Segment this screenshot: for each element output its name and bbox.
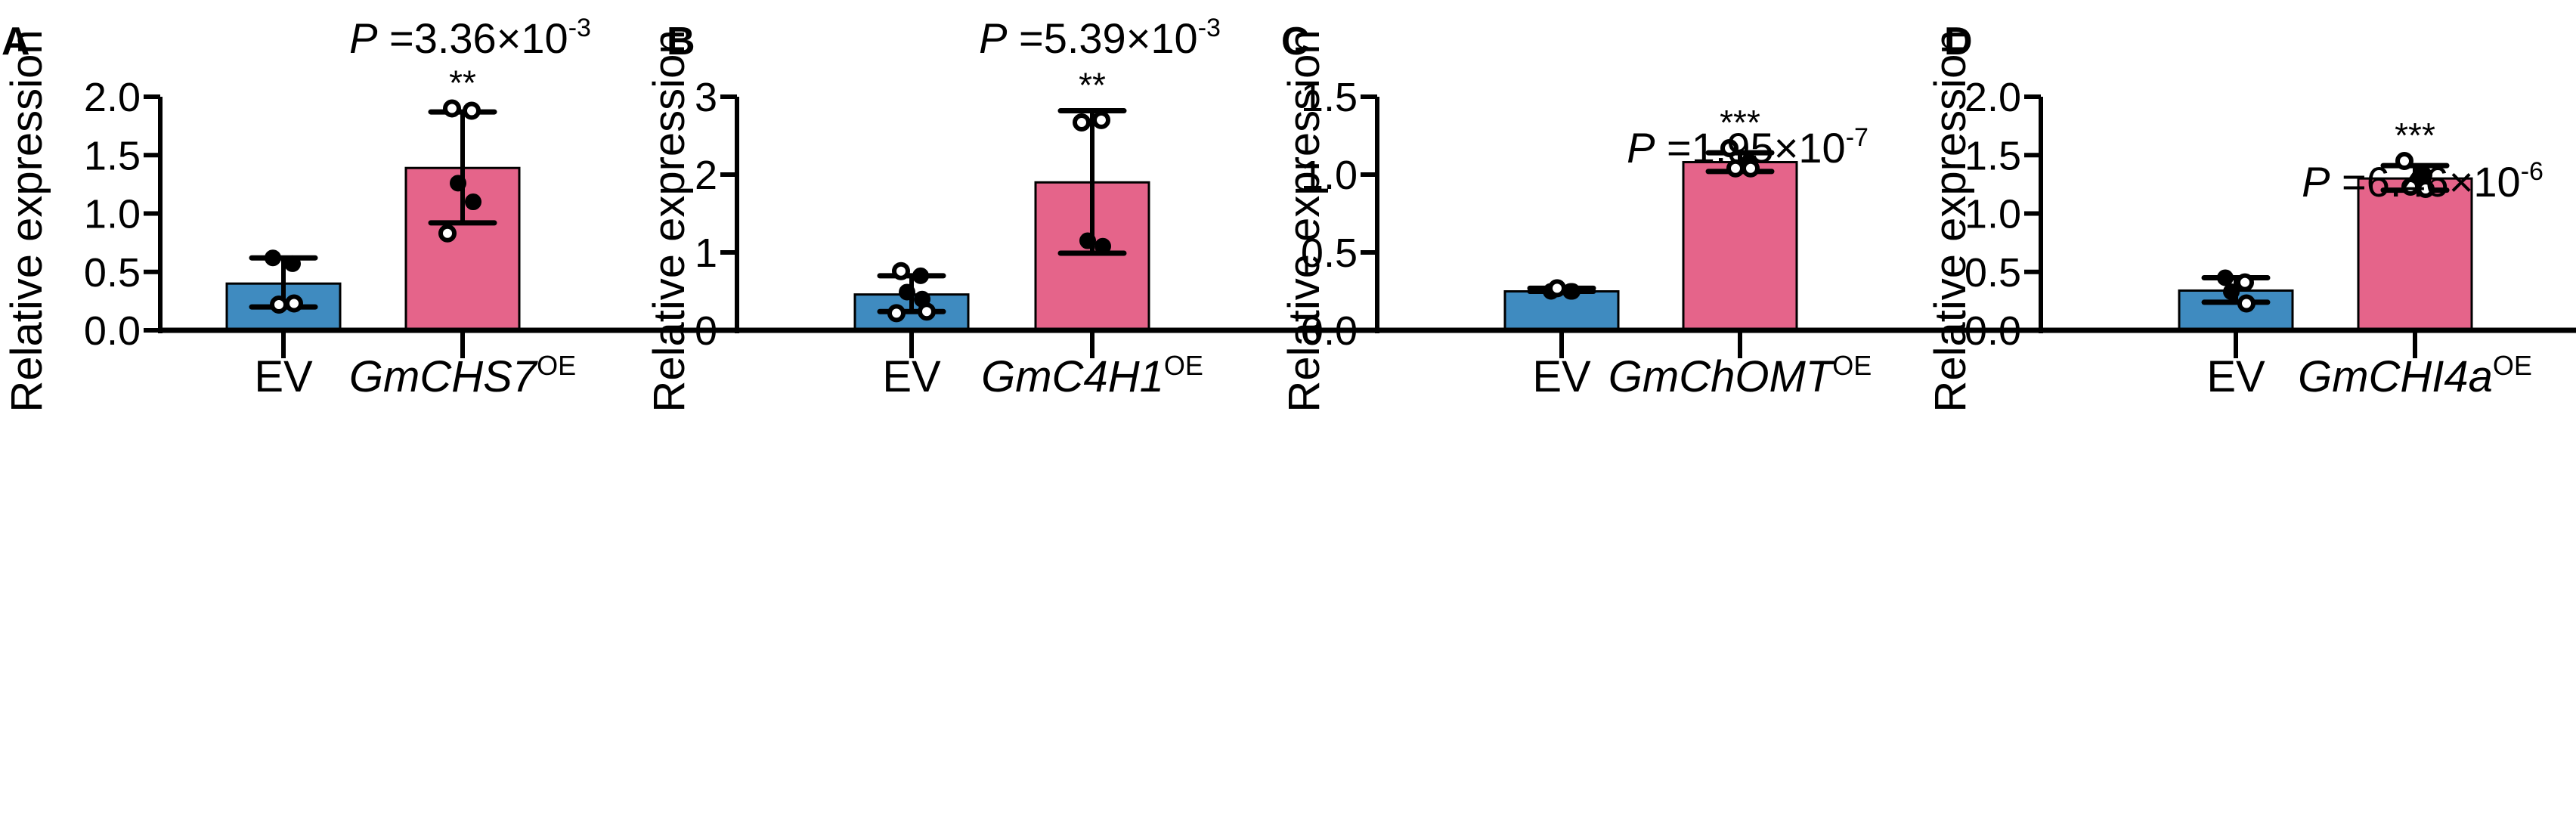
y-axis-title: Relative expression bbox=[1280, 29, 1329, 412]
x-category-label: EV bbox=[1532, 352, 1591, 401]
x-category-label: EV bbox=[882, 352, 941, 401]
y-tick-label: 0.5 bbox=[84, 250, 141, 296]
data-point bbox=[465, 193, 481, 211]
x-category-label: GmChOMTOE bbox=[1608, 350, 1872, 401]
bar-ev bbox=[1503, 290, 1620, 332]
data-point bbox=[443, 99, 461, 118]
data-point bbox=[2395, 151, 2413, 170]
y-tick-label: 1.5 bbox=[1965, 133, 2021, 178]
significance-stars: *** bbox=[1720, 103, 1760, 142]
significance-stars: ** bbox=[1079, 66, 1106, 105]
p-value-label: P =6.46×10-6 bbox=[2302, 157, 2543, 206]
y-tick-label: 0.0 bbox=[84, 308, 141, 354]
significance-stars: *** bbox=[2395, 116, 2435, 155]
y-axis-title: Relative expression bbox=[2, 29, 51, 412]
x-category-label: EV bbox=[254, 352, 313, 401]
data-point bbox=[285, 294, 303, 313]
y-tick-label: 3 bbox=[695, 75, 717, 120]
panel-letter: B bbox=[667, 20, 695, 63]
y-tick-label: 1.5 bbox=[84, 133, 141, 178]
y-tick-label: 1.5 bbox=[1301, 75, 1358, 120]
significance-stars: ** bbox=[449, 63, 476, 102]
y-tick-label: 2.0 bbox=[84, 75, 141, 120]
data-point bbox=[265, 249, 281, 267]
data-point bbox=[270, 296, 288, 314]
y-axis-title: Relative expression bbox=[1926, 29, 1975, 412]
data-point bbox=[912, 267, 929, 284]
bar-oe bbox=[2357, 177, 2473, 332]
y-tick-label: 0.5 bbox=[1965, 250, 2021, 296]
y-tick-label: 1.0 bbox=[1965, 192, 2021, 237]
x-category-label: GmCHS7OE bbox=[349, 350, 576, 401]
data-point bbox=[450, 175, 466, 192]
p-value-label: P =1.95×10-7 bbox=[1627, 123, 1869, 172]
p-value-label: P =5.39×10-3 bbox=[979, 14, 1221, 62]
y-axis-title: Relative expression bbox=[645, 29, 694, 412]
y-tick-label: 1.0 bbox=[1301, 153, 1358, 198]
data-point bbox=[2417, 180, 2435, 199]
y-tick-label: 2.0 bbox=[1965, 75, 2021, 120]
data-point bbox=[2223, 283, 2240, 301]
data-point bbox=[1742, 159, 1760, 178]
y-tick-label: 0.0 bbox=[1301, 308, 1358, 354]
data-point bbox=[463, 101, 481, 120]
data-point bbox=[1092, 110, 1110, 129]
data-point bbox=[284, 255, 301, 272]
data-point bbox=[887, 304, 906, 323]
panel-letter: C bbox=[1281, 20, 1310, 63]
y-tick-label: 1.0 bbox=[84, 192, 141, 237]
y-tick-label: 0.5 bbox=[1301, 231, 1358, 276]
data-point bbox=[899, 283, 915, 301]
x-category-label: GmC4H1OE bbox=[981, 350, 1203, 401]
data-point bbox=[1094, 237, 1111, 255]
data-point bbox=[1720, 138, 1738, 157]
data-point bbox=[2236, 273, 2254, 292]
data-point bbox=[1548, 279, 1566, 298]
data-point bbox=[2217, 269, 2234, 286]
y-tick-label: 1 bbox=[695, 231, 717, 276]
y-tick-label: 0.0 bbox=[1965, 308, 2021, 354]
x-category-label: EV bbox=[2206, 352, 2265, 401]
y-tick-label: 2 bbox=[695, 153, 717, 198]
panel-letter: D bbox=[1944, 20, 1973, 63]
bar-oe bbox=[1682, 161, 1798, 332]
data-point bbox=[918, 302, 936, 321]
p-value-label: P =3.36×10-3 bbox=[349, 14, 591, 62]
data-point bbox=[2237, 294, 2256, 313]
x-category-label: GmCHI4aOE bbox=[2298, 350, 2532, 401]
y-tick-label: 0 bbox=[695, 308, 717, 354]
data-point bbox=[1073, 113, 1091, 132]
data-point bbox=[438, 224, 457, 243]
data-point bbox=[1564, 283, 1581, 300]
panel-letter: A bbox=[2, 20, 30, 63]
data-point bbox=[1079, 232, 1096, 249]
data-point bbox=[892, 262, 910, 280]
